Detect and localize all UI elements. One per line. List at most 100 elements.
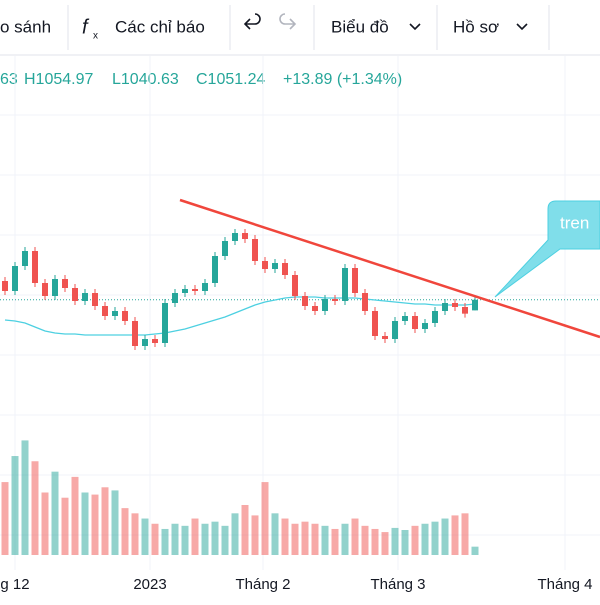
volume-bar [151,523,159,555]
volume-bar [261,482,269,555]
profile-button[interactable]: Hồ sơ [453,17,499,36]
volume-bar [251,515,259,555]
candle-body [302,296,308,306]
candle-body [32,251,38,283]
candle-body [82,293,88,301]
candle-body [412,316,418,329]
volume-bar [71,476,79,555]
volume-bar [371,528,379,555]
candle-body [272,263,278,269]
toolbar [0,0,600,55]
volume-bar [41,492,49,555]
candle-body [312,306,318,311]
candle-body [182,289,188,293]
volume-bar [461,513,469,555]
candle-body [252,239,258,261]
candle-body [242,233,248,239]
volume-bar [301,521,309,555]
candle-body [442,303,448,311]
candle-body [152,339,158,343]
candle-body [72,288,78,301]
volume-bar [341,523,349,555]
ohlc-value: L1040.63 [112,71,179,88]
candle-body [162,303,168,343]
candle-body [142,339,148,346]
candle-body [422,323,428,329]
candle-body [222,241,228,256]
x-tick-label: Tháng 3 [370,576,425,593]
volume-bar [101,487,109,555]
chart-button[interactable]: Biểu đồ [331,17,389,36]
volume-bar [351,518,359,555]
candle-body [102,306,108,316]
candle-body [132,321,138,346]
candle-body [332,299,338,301]
x-tick-label: Tháng 4 [537,576,592,593]
candle-body [282,263,288,275]
candle-body [262,261,268,269]
candle-body [342,268,348,301]
candle-body [472,299,478,311]
candle-body [432,311,438,323]
volume-bar [401,530,409,555]
redo-icon[interactable] [279,13,297,30]
ohlc-value: 63 [0,71,18,88]
candle-body [372,311,378,336]
candle-body [462,307,468,314]
candle-body [2,281,8,291]
candle-body [22,251,28,266]
volume-bar [431,521,439,555]
trend-line [179,198,600,339]
indicators-button[interactable]: Các chỉ báo [115,17,205,36]
candle-body [122,311,128,321]
volume-bar [421,523,429,555]
candle-body [322,299,328,311]
candle-body [232,233,238,241]
volume-bar [51,471,59,555]
volume-bar [281,518,289,555]
volume-bar [291,523,299,555]
candle-body [382,336,388,339]
callout-text: tren [560,213,589,232]
candle-body [402,316,408,321]
volume-bar [141,518,149,555]
volume-bar [81,492,89,555]
candle-body [352,268,358,293]
chevron [516,23,528,31]
volume-bar [131,513,139,555]
callout [494,200,600,298]
candle-body [62,279,68,288]
x-tick-label: g 12 [0,576,29,593]
x-tick-label: Tháng 2 [235,576,290,593]
volume-bar [361,525,369,555]
volume-bar [181,525,189,555]
fx-icon: x [93,31,98,42]
volume-bar [21,440,29,555]
volume-bar [311,523,319,555]
chevron [409,23,421,31]
volume-bar [191,518,199,555]
candle-body [202,283,208,291]
candle-body [92,293,98,306]
volume-bar [271,513,279,555]
volume-bar [241,505,249,555]
volume-bar [441,518,449,555]
candle-body [362,293,368,311]
volume-bar [91,494,99,555]
volume-bar [221,525,229,555]
volume-bar [111,490,119,555]
candle-body [212,256,218,283]
candle-body [172,293,178,303]
volume-bar [231,513,239,555]
candle-body [392,321,398,339]
moving-average [4,296,476,336]
ohlc-value: +13.89 (+1.34%) [283,71,402,88]
volume-bar [471,546,479,555]
compare-button[interactable]: o sánh [0,17,51,36]
undo-icon[interactable] [243,13,261,30]
candle-body [192,289,198,291]
volume-bar [61,497,69,555]
volume-bar [321,525,329,555]
volume-bar [11,456,19,555]
volume-bar [211,521,219,555]
